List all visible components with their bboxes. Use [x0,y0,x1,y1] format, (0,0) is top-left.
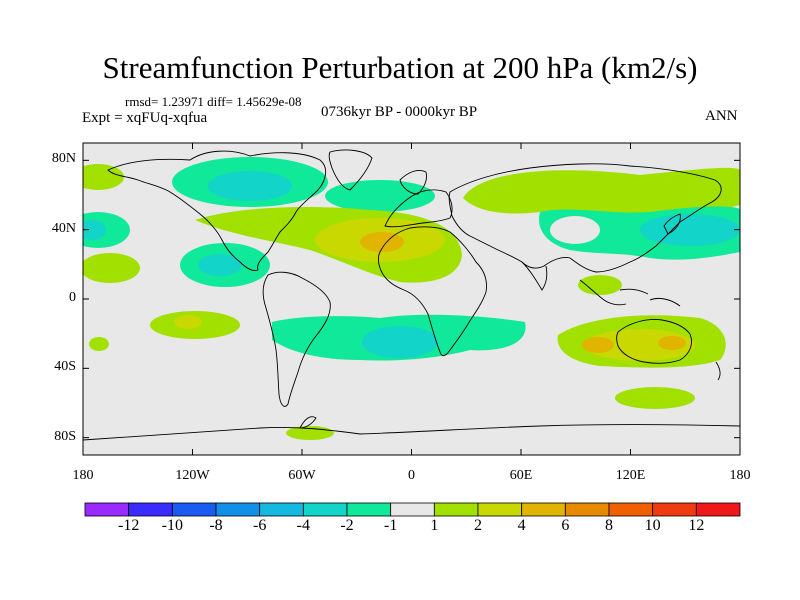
anomaly-subtropical-core [360,232,404,252]
colorbar-label: -12 [117,517,140,534]
anomaly-s-atlantic-core [362,326,438,358]
lat-tick-label: 80N [51,151,76,167]
colorbar-label: 4 [517,517,526,534]
colorbar [84,502,741,517]
colorbar-label: 6 [561,517,570,534]
anomaly-e-pacific-core [198,254,242,276]
colorbar-box [128,502,173,517]
anomaly-field [83,157,740,440]
colorbar-label: -2 [340,517,354,534]
plot-title: Streamfunction Perturbation at 200 hPa (… [102,50,698,85]
coastlines [83,149,740,441]
lon-tick-label: 60E [509,468,533,483]
colorbar-label: -8 [209,517,223,534]
anomaly-philippine-sea [578,275,622,295]
colorbar-box [695,502,741,517]
anomaly-canada-core [208,171,292,201]
anomaly-sw-pacific-positive [89,337,109,351]
colorbar-label: 10 [644,517,661,534]
colorbar-box [302,502,348,517]
anomaly-w-pacific-core [640,214,740,246]
lon-tick-label: 0 [408,468,415,483]
lon-tick-label: 180 [72,468,94,483]
experiment-label: Expt = xqFUq-xqfua [82,110,208,126]
colorbar-label: 1 [430,517,439,534]
lat-tick-label: 40S [54,359,76,375]
lon-tick-label: 120E [615,468,646,483]
anomaly-alaska-positive [83,164,124,190]
colorbar-box [390,502,435,517]
period-label: 0736kyr BP - 0000kyr BP [321,104,478,120]
colorbar-label: -6 [252,517,267,534]
lon-tick-label: 120W [175,468,210,483]
season-label: ANN [705,108,738,124]
colorbar-label: -4 [296,517,310,534]
lon-tick-label: 180 [729,468,751,483]
anomaly-nw-pacific-positive [83,253,140,283]
anomaly-central-asia-low [550,216,600,244]
lat-tick-label: 80S [54,428,76,444]
colorbar-box [346,502,392,517]
colorbar-label: -10 [161,517,183,534]
colorbar-box [652,502,697,517]
colorbar-box [564,502,610,517]
anomaly-s-pacific-core [174,315,202,329]
colorbar-label: 8 [605,517,613,534]
rmsd-stats: rmsd= 1.23971 diff= 1.45629e-08 [125,94,302,109]
colorbar-box [84,502,130,517]
colorbar-box [215,502,261,517]
colorbar-label: -1 [383,517,398,534]
anomaly-australia-core-2 [658,336,686,350]
lat-tick-label: 40N [51,220,76,236]
colorbar-box [259,502,304,517]
anomaly-southern-ocean-positive [615,387,695,409]
colorbar-label: 2 [474,517,482,534]
colorbar-box [608,502,654,517]
colorbar-box [477,502,523,517]
axis-ticks [82,143,741,455]
colorbar-label: 12 [688,517,705,534]
colorbar-box [171,502,217,517]
colorbar-box [521,502,566,517]
lat-tick-label: 0 [69,290,76,305]
colorbar-box [433,502,479,517]
lon-tick-label: 60W [288,468,316,483]
anomaly-australia-core [582,337,614,353]
anomaly-ne-pacific-core [83,220,106,240]
